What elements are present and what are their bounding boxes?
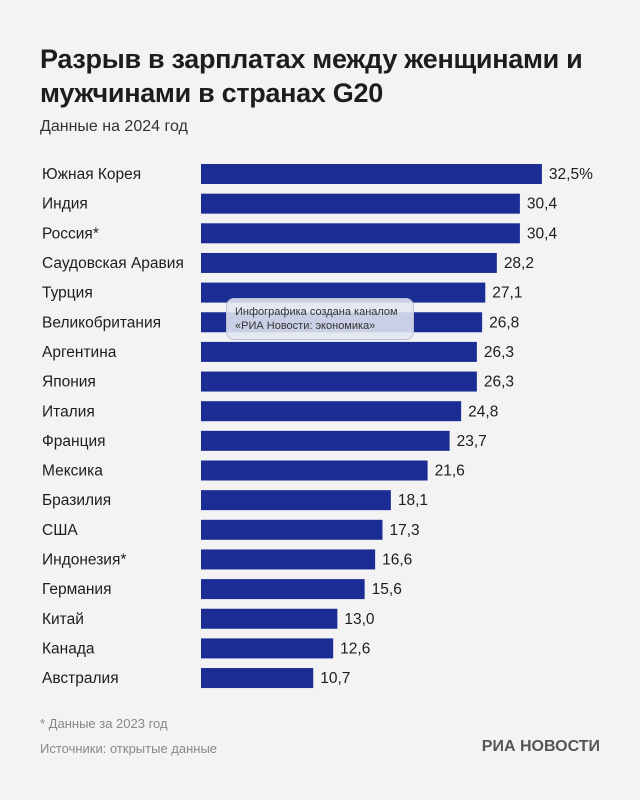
category-label: Россия* [42,225,99,242]
category-label: Бразилия [42,492,111,509]
watermark-line: «РИА Новости: экономика» [235,320,376,332]
bar [201,193,520,214]
category-label: Китай [42,611,84,628]
bar [201,519,383,540]
value-label: 26,8 [489,314,519,331]
value-label: 13,0 [344,611,375,628]
bar [201,579,365,600]
category-label: Индонезия* [42,552,126,569]
value-label: 27,1 [492,285,522,302]
bar [201,341,477,362]
value-label: 12,6 [340,640,370,657]
bar [201,282,486,303]
category-label: Австралия [42,670,119,687]
footnote: * Данные за 2023 год [40,716,168,731]
bar [201,668,314,689]
bar [201,371,477,392]
bar [201,549,376,570]
bar [201,252,497,273]
category-label: Канада [42,640,95,657]
value-label: 17,3 [389,522,419,539]
watermark: Инфографика создана каналом «РИА Новости… [226,298,414,340]
value-label: 15,6 [372,581,402,598]
chart-title: Разрыв в зарплатах между женщинами и муж… [40,44,583,108]
bar [201,638,334,659]
bar [201,223,520,244]
category-label: Великобритания [42,314,161,331]
category-label: Франция [42,433,106,450]
value-label: 18,1 [398,492,428,509]
bar [201,401,462,422]
category-label: Турция [42,285,93,302]
value-label: 32,5% [549,166,593,183]
category-label: Саудовская Аравия [42,255,184,272]
value-label: 21,6 [435,463,465,480]
source: Источники: открытые данные [40,741,218,756]
logo: РИА НОВОСТИ [481,738,600,755]
value-label: 10,7 [320,670,350,687]
category-label: Южная Корея [42,166,141,183]
value-label: 30,4 [527,196,558,213]
category-label: Германия [42,581,112,598]
chart-subtitle: Данные на 2024 год [40,118,188,135]
bar [201,164,542,184]
watermark-line: Инфографика создана каналом [235,306,398,318]
category-label: Япония [42,374,96,391]
value-label: 30,4 [527,225,558,242]
category-label: США [42,522,78,539]
value-label: 26,3 [484,344,514,361]
value-label: 24,8 [468,403,498,420]
category-label: Аргентина [42,344,117,361]
category-label: Италия [42,403,95,420]
value-label: 28,2 [504,255,534,272]
value-label: 26,3 [484,374,514,391]
bar [201,460,428,481]
category-label: Мексика [42,463,103,480]
bar [201,430,450,451]
value-label: 23,7 [457,433,487,450]
category-label: Индия [42,196,88,213]
value-label: 16,6 [382,552,412,569]
bar [201,490,391,511]
bar [201,608,338,629]
